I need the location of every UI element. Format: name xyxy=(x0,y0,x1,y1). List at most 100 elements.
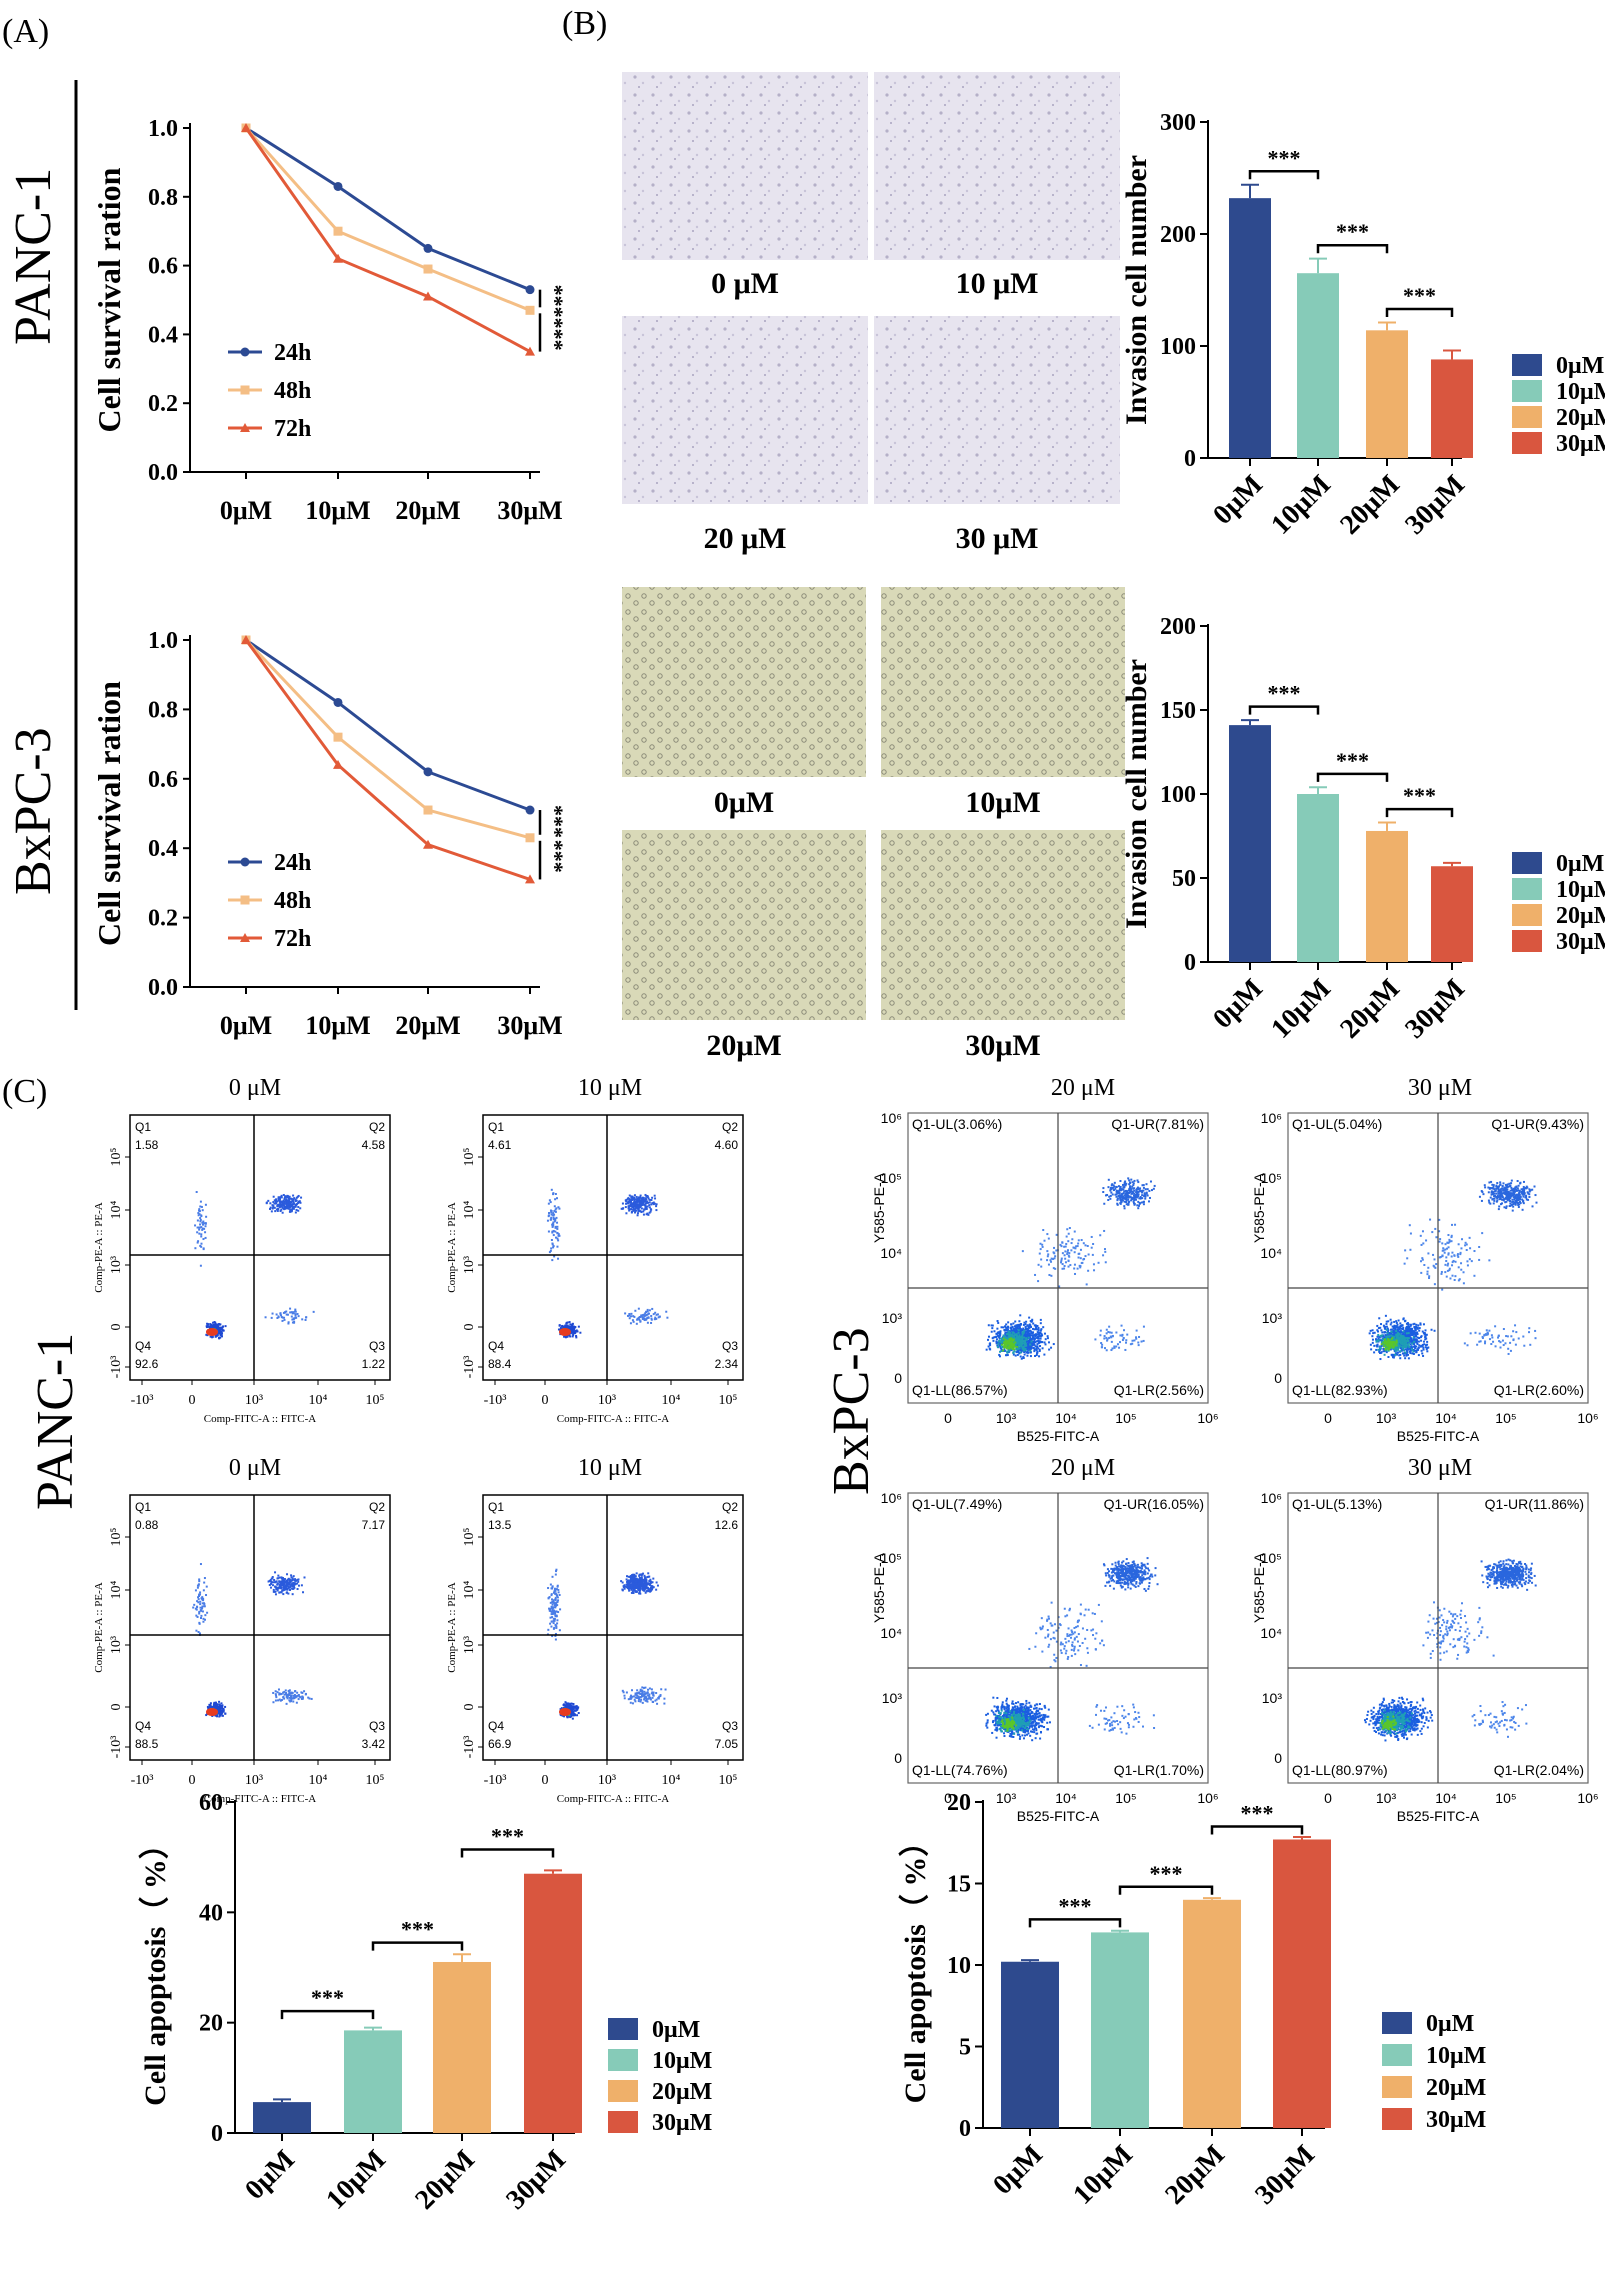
event-dot xyxy=(1416,1336,1419,1339)
event-dot xyxy=(203,1602,206,1605)
event-dot xyxy=(1020,1336,1023,1339)
event-dot xyxy=(641,1690,644,1693)
event-dot xyxy=(550,1211,553,1214)
event-dot xyxy=(1036,1331,1039,1334)
event-dot xyxy=(553,1590,556,1593)
event-dot xyxy=(193,1603,196,1606)
event-dot xyxy=(637,1206,640,1209)
event-dot xyxy=(1105,1336,1108,1339)
event-dot xyxy=(1029,1324,1032,1327)
event-dot xyxy=(1411,1333,1414,1336)
event-dot xyxy=(1027,1332,1030,1335)
event-dot xyxy=(1037,1263,1040,1266)
event-dot xyxy=(1017,1336,1020,1339)
event-dot xyxy=(1415,1340,1418,1343)
event-dot xyxy=(573,1714,576,1717)
event-dot xyxy=(1133,1179,1136,1182)
event-dot xyxy=(1413,1343,1416,1346)
event-dot xyxy=(1041,1245,1044,1248)
event-dot xyxy=(1410,1331,1413,1334)
event-dot xyxy=(573,1332,576,1335)
event-dot xyxy=(634,1202,637,1205)
event-dot xyxy=(637,1204,640,1207)
event-dot xyxy=(1390,1321,1393,1324)
event-dot xyxy=(211,1335,214,1338)
event-dot xyxy=(1012,1353,1015,1356)
event-dot xyxy=(651,1585,654,1588)
event-dot xyxy=(1070,1242,1073,1245)
event-dot xyxy=(1080,1262,1083,1265)
event-dot xyxy=(1413,1322,1416,1325)
quadrant-value: 1.58 xyxy=(135,1138,159,1152)
event-dot xyxy=(1137,1193,1140,1196)
event-dot xyxy=(291,1697,294,1700)
event-dot xyxy=(560,1325,563,1328)
event-dot xyxy=(1099,1334,1102,1337)
event-dot xyxy=(640,1207,643,1210)
event-dot xyxy=(291,1321,294,1324)
event-dot xyxy=(1106,1338,1109,1341)
event-dot xyxy=(278,1693,281,1696)
event-dot xyxy=(646,1310,649,1313)
event-dot xyxy=(279,1584,282,1587)
event-dot xyxy=(295,1199,298,1202)
event-dot xyxy=(1003,1348,1006,1351)
event-dot xyxy=(201,1605,204,1608)
event-dot xyxy=(220,1711,223,1714)
event-dot xyxy=(294,1583,297,1586)
event-dot xyxy=(1124,1184,1127,1187)
event-dot xyxy=(630,1208,633,1211)
event-dot xyxy=(1014,1320,1017,1323)
event-dot xyxy=(644,1312,647,1315)
event-dot xyxy=(566,1335,569,1338)
event-dot xyxy=(1074,1247,1077,1250)
y-tick-label: 10³ xyxy=(462,1636,477,1654)
quadrant-label: Q2 xyxy=(722,1500,738,1514)
event-dot xyxy=(208,1707,211,1710)
event-dot xyxy=(279,1202,282,1205)
event-dot xyxy=(1124,1348,1127,1351)
event-dot xyxy=(282,1578,285,1581)
event-dot xyxy=(1404,1357,1407,1360)
event-dot xyxy=(1035,1333,1038,1336)
event-dot xyxy=(276,1200,279,1203)
event-dot xyxy=(1019,1339,1022,1342)
event-dot xyxy=(1013,1343,1016,1346)
event-dot xyxy=(548,1596,551,1599)
event-dot xyxy=(303,1576,306,1579)
event-dot xyxy=(1026,1354,1029,1357)
event-dot xyxy=(642,1318,645,1321)
event-dot xyxy=(641,1317,644,1320)
event-dot xyxy=(643,1587,646,1590)
event-dot xyxy=(215,1704,218,1707)
event-dot xyxy=(269,1586,272,1589)
event-dot xyxy=(556,1619,559,1622)
event-dot xyxy=(1371,1341,1374,1344)
event-dot xyxy=(280,1591,283,1594)
event-dot xyxy=(567,1327,570,1330)
event-dot xyxy=(1032,1342,1035,1345)
event-dot xyxy=(1390,1353,1393,1356)
event-dot xyxy=(196,1586,199,1589)
event-dot xyxy=(203,1605,206,1608)
event-dot xyxy=(1039,1337,1042,1340)
event-dot xyxy=(1426,1347,1429,1350)
event-dot xyxy=(1111,1335,1114,1338)
event-dot xyxy=(282,1204,285,1207)
event-dot xyxy=(575,1705,578,1708)
event-dot xyxy=(202,1617,205,1620)
event-dot xyxy=(277,1699,280,1702)
event-dot xyxy=(1405,1353,1408,1356)
event-dot xyxy=(998,1344,1001,1347)
event-dot xyxy=(292,1696,295,1699)
legend-swatch xyxy=(1512,852,1542,874)
event-dot xyxy=(630,1585,633,1588)
event-dot xyxy=(294,1308,297,1311)
event-dot xyxy=(1026,1328,1029,1331)
event-dot xyxy=(1070,1249,1073,1252)
event-dot xyxy=(1039,1329,1042,1332)
event-dot xyxy=(1102,1187,1105,1190)
event-dot xyxy=(639,1196,642,1199)
event-dot xyxy=(270,1581,273,1584)
event-dot xyxy=(1030,1337,1033,1340)
